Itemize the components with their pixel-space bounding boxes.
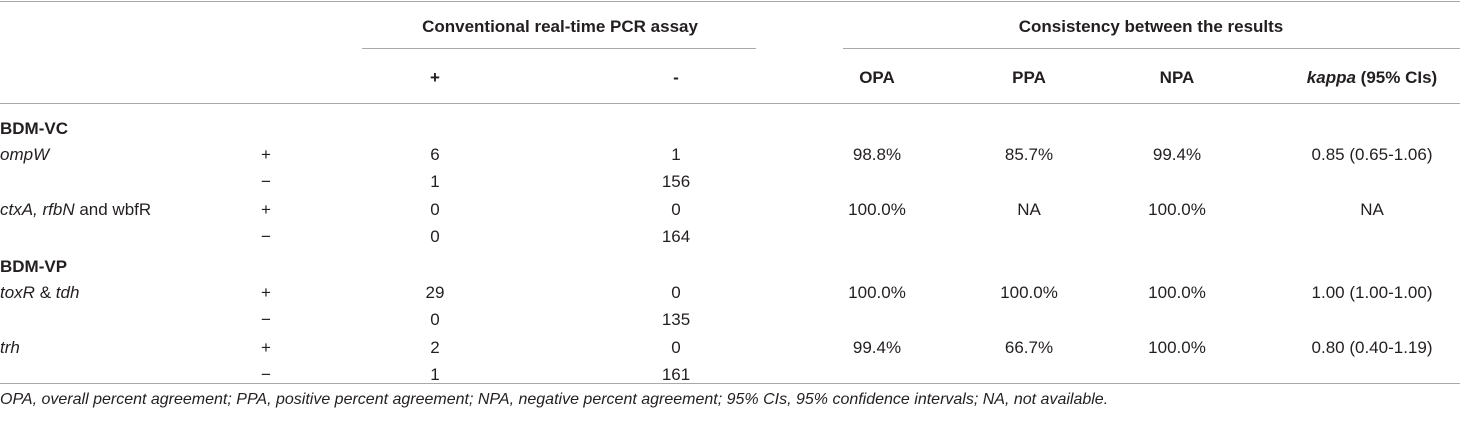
kappa-ci: (95% CIs)	[1355, 68, 1438, 87]
cell-pos: 6	[430, 145, 440, 164]
cell-pos: 1	[430, 365, 440, 384]
cell-sign: −	[261, 172, 271, 191]
cell-sign: −	[261, 227, 271, 246]
gene-label-part: and wbfR	[74, 200, 152, 219]
gene-label-part: trh	[0, 338, 20, 357]
cell-ppa: 100.0%	[1000, 283, 1058, 302]
kappa-italic: kappa	[1306, 68, 1356, 87]
cell-pos: 2	[430, 338, 440, 357]
gene-label: ctxA, rfbN and wbfR	[0, 199, 151, 221]
group2-underline	[843, 48, 1460, 49]
gene-label-part: &	[34, 283, 56, 302]
cell-ppa: 66.7%	[1004, 338, 1054, 357]
footnote: OPA, overall percent agreement; PPA, pos…	[0, 391, 1109, 408]
cell-sign: +	[261, 283, 271, 302]
header-group-consistency: Consistency between the results	[1018, 17, 1284, 36]
gene-label-part: ctxA, rfbN	[0, 200, 75, 219]
cell-ppa: NA	[1017, 200, 1041, 219]
cell-neg: 0	[671, 200, 681, 219]
header-group-pcr: Conventional real-time PCR assay	[422, 17, 698, 36]
col-header-opa: OPA	[859, 68, 895, 87]
cell-opa: 99.4%	[852, 338, 902, 357]
cell-sign: +	[261, 338, 271, 357]
cell-npa: 100.0%	[1148, 338, 1206, 357]
cell-sign: +	[261, 145, 271, 164]
cell-neg: 156	[661, 172, 691, 191]
top-rule	[0, 1, 1460, 2]
table-bottom-rule	[0, 383, 1460, 384]
cell-opa: 100.0%	[848, 200, 906, 219]
gene-label: toxR & tdh	[0, 282, 79, 304]
header-bottom-rule	[0, 103, 1460, 104]
cell-sign: −	[261, 310, 271, 329]
group1-underline	[362, 48, 756, 49]
gene-label: trh	[0, 337, 20, 359]
gene-label-part: toxR	[0, 283, 35, 302]
col-header-ppa: PPA	[1012, 68, 1046, 87]
cell-neg: 1	[671, 145, 681, 164]
cell-pos: 0	[430, 310, 440, 329]
cell-opa: 98.8%	[852, 145, 902, 164]
col-header-kappa: kappa (95% CIs)	[1307, 67, 1437, 89]
cell-pos: 1	[430, 172, 440, 191]
cell-neg: 161	[661, 365, 691, 384]
cell-opa: 100.0%	[848, 283, 906, 302]
cell-kappa: 0.80 (0.40-1.19)	[1311, 338, 1433, 357]
cell-pos: 0	[430, 200, 440, 219]
cell-npa: 100.0%	[1148, 200, 1206, 219]
cell-ppa: 85.7%	[1004, 145, 1054, 164]
gene-label: ompW	[0, 144, 49, 166]
cell-kappa: NA	[1360, 200, 1384, 219]
cell-npa: 100.0%	[1148, 283, 1206, 302]
gene-label-part: tdh	[55, 283, 80, 302]
gene-label-part: ompW	[0, 145, 50, 164]
cell-npa: 99.4%	[1152, 145, 1202, 164]
section-title: BDM-VP	[0, 257, 68, 276]
cell-neg: 135	[661, 310, 691, 329]
cell-neg: 164	[661, 227, 691, 246]
cell-sign: −	[261, 365, 271, 384]
cell-pos: 0	[430, 227, 440, 246]
col-header-npa: NPA	[1159, 68, 1195, 87]
cell-neg: 0	[671, 283, 681, 302]
section-title: BDM-VC	[0, 119, 68, 138]
cell-neg: 0	[671, 338, 681, 357]
cell-pos: 29	[425, 283, 445, 302]
col-header-positive: +	[430, 68, 440, 87]
cell-sign: +	[261, 200, 271, 219]
cell-kappa: 0.85 (0.65-1.06)	[1311, 145, 1433, 164]
cell-kappa: 1.00 (1.00-1.00)	[1311, 283, 1433, 302]
col-header-negative: -	[673, 68, 679, 87]
